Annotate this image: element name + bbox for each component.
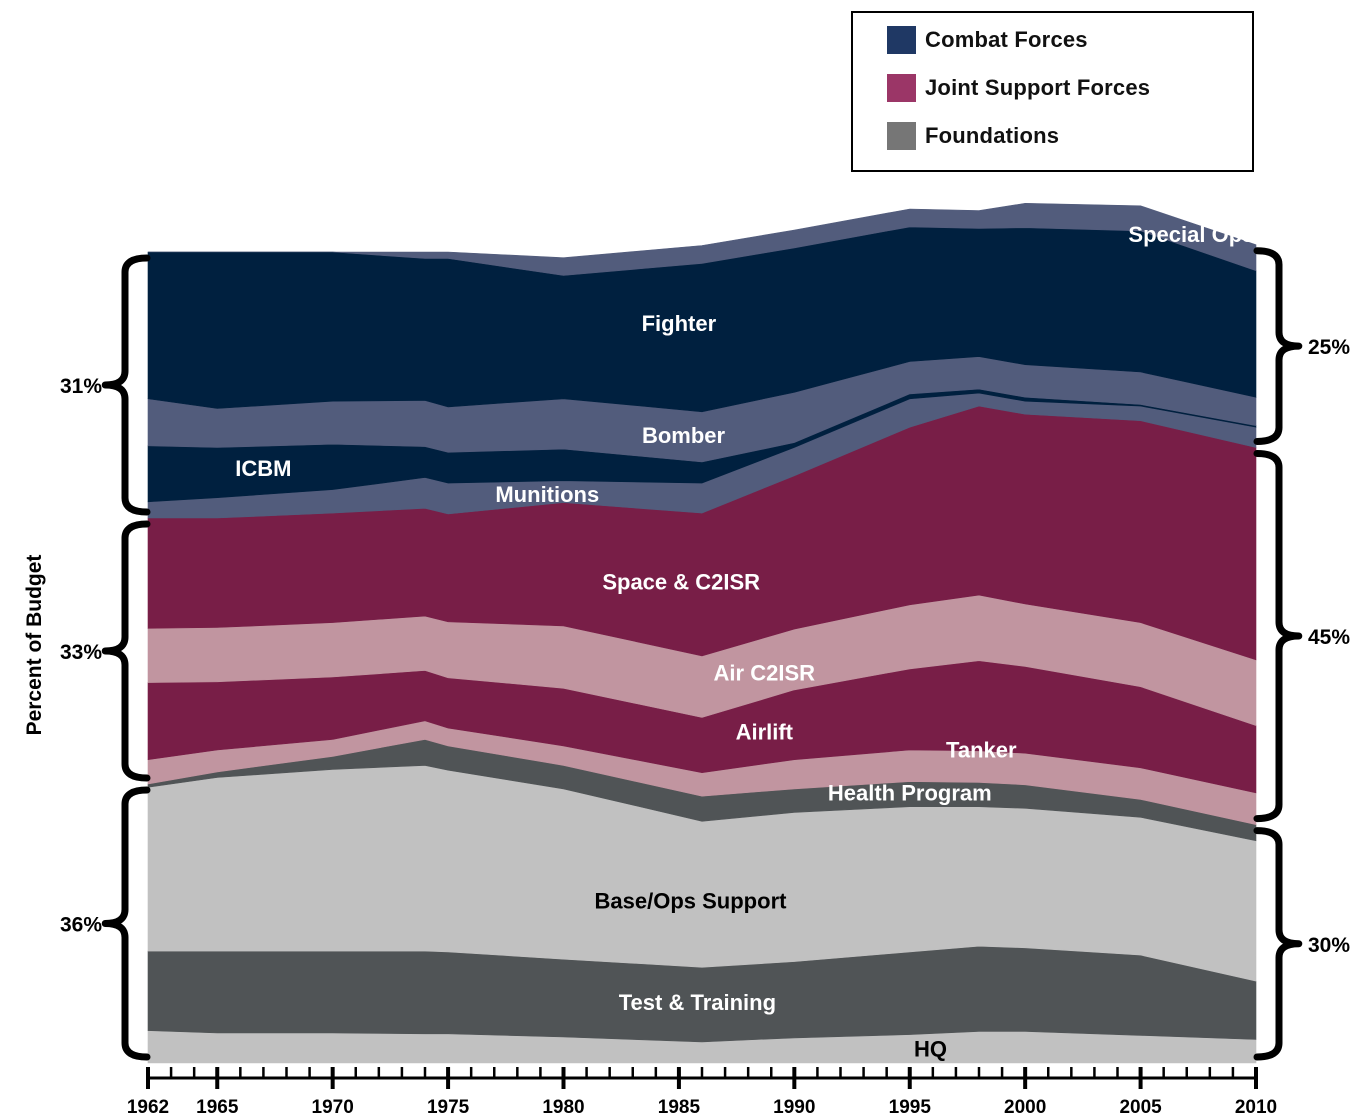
area-special-ops [148,202,1257,276]
x-tick-label-1995: 1995 [889,1097,932,1118]
group-share-label-joint-support-forces-right: 45% [1308,626,1350,649]
area-layer [147,202,1257,1064]
x-tick-label-1970: 1970 [312,1097,354,1118]
legend-label-joint-support-forces: Joint Support Forces [925,75,1151,100]
legend-item-combat-forces: Combat Forces [887,26,1088,54]
area-label-health-program: Health Program [828,781,992,806]
area-label-air-c2isr: Air C2ISR [714,660,816,685]
area-label-airlift: Airlift [736,719,794,744]
legend-label-foundations: Foundations [925,123,1060,148]
legend-item-foundations: Foundations [887,122,1059,150]
x-tick-label-1990: 1990 [773,1097,815,1118]
area-label-bomber: Bomber [642,423,726,448]
brace-combat-forces-right [1253,247,1303,445]
brace-combat-forces-left [101,254,151,516]
group-share-label-foundations-left: 36% [60,914,102,937]
area-label-fighter: Fighter [642,311,717,336]
legend-swatch-combat-forces [887,26,916,54]
area-label-munitions: Munitions [495,482,599,507]
area-label-tanker: Tanker [946,738,1017,763]
area-label-layer: HQ Test & Training Base/Ops Support Health … [235,222,1254,1061]
legend-label-combat-forces: Combat Forces [925,27,1088,52]
x-tick-label-2000: 2000 [1004,1097,1046,1118]
x-tick-label-1975: 1975 [427,1097,470,1118]
area-label-base-ops-support: Base/Ops Support [595,889,788,914]
group-share-label-foundations-right: 30% [1308,934,1350,957]
x-axis: 1962 1965 1970 1975 1980 1985 1990 1995 2000 2005… [127,1067,1277,1118]
x-tick-label-1965: 1965 [196,1097,239,1118]
legend: Combat Forces Joint Support Forces Found… [851,11,1254,172]
group-share-label-combat-forces-left: 31% [60,375,102,398]
legend-swatch-foundations [887,122,916,150]
area-label-space-and-c2isr: Space & C2ISR [602,570,760,595]
x-tick-label-1962: 1962 [127,1097,169,1118]
legend-item-joint-support-forces: Joint Support Forces [887,74,1150,102]
area-label-hq: HQ [914,1036,947,1061]
area-label-test-and-training: Test & Training [619,990,776,1015]
brace-foundations-left [101,786,151,1061]
group-share-label-joint-support-forces-left: 33% [60,641,102,664]
x-tick-label-2005: 2005 [1119,1097,1162,1118]
brace-foundations-right [1253,827,1303,1061]
area-label-icbm: ICBM [235,456,291,481]
area-label-special-ops: Special Ops [1128,222,1254,247]
brace-joint-support-forces-right [1253,449,1303,823]
x-tick-label-1980: 1980 [542,1097,584,1118]
y-axis-label: Percent of Budget [23,554,46,736]
legend-swatch-joint-support-forces [887,74,916,102]
x-tick-label-2010: 2010 [1235,1097,1277,1118]
brace-joint-support-forces-left [101,520,151,782]
group-share-label-combat-forces-right: 25% [1308,336,1350,359]
x-tick-label-1985: 1985 [658,1097,701,1118]
group-brace-layer: 31% 33% 36% 25% 45% 30% [60,247,1350,1061]
